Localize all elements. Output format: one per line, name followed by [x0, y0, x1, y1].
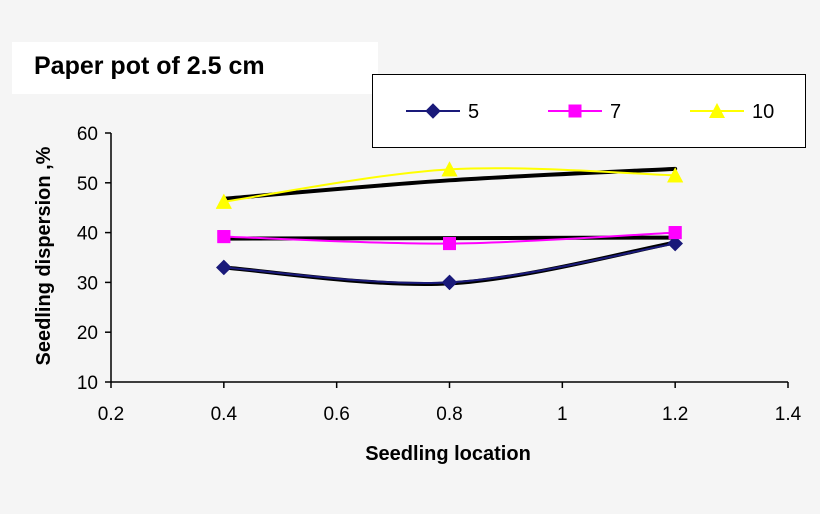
trendlines-group [221, 166, 678, 287]
y-tick-label: 20 [77, 323, 98, 344]
trendline-3 [221, 166, 678, 201]
x-tick-label: 0.4 [211, 404, 238, 425]
x-tick-label: 0.2 [98, 404, 124, 425]
x-tick-label: 1 [557, 404, 568, 425]
legend-marker-10 [709, 103, 725, 118]
data-point-5 [441, 274, 458, 291]
y-tick-label: 10 [77, 373, 98, 394]
x-axis-label: Seedling location [365, 443, 531, 465]
y-tick-label: 60 [77, 124, 98, 145]
data-point-10 [441, 161, 458, 177]
legend-group: 5 7 10 [406, 101, 774, 123]
chart-title: Paper pot of 2.5 cm [34, 52, 265, 80]
x-tick-label: 0.8 [436, 404, 462, 425]
title-box [12, 42, 378, 94]
data-point-10 [215, 193, 232, 209]
y-tick-label: 40 [77, 224, 98, 245]
legend-label-10: 10 [752, 101, 774, 123]
data-point-7 [443, 237, 456, 251]
legend-label-7: 7 [610, 101, 621, 123]
y-tick-label: 30 [77, 273, 98, 294]
data-point-7 [668, 226, 682, 240]
data-point-5 [216, 259, 232, 276]
y-tick-label: 50 [77, 174, 98, 195]
y-axis-label: Seedling dispersion ,% [33, 146, 55, 365]
legend-marker-5 [425, 103, 441, 119]
axes-group: 10 20 30 40 50 60 0.2 0.4 0.6 0.8 1 1.2 1.4 [77, 124, 802, 425]
data-point-5 [667, 235, 683, 252]
x-tick-label: 0.6 [323, 404, 349, 425]
data-point-10 [667, 167, 684, 183]
legend-label-5: 5 [468, 101, 479, 123]
x-tick-label: 1.4 [775, 404, 802, 425]
data-point-7 [217, 230, 231, 244]
legend-marker-7 [568, 104, 582, 118]
x-tick-label: 1.2 [662, 404, 688, 425]
series-group [215, 161, 684, 291]
